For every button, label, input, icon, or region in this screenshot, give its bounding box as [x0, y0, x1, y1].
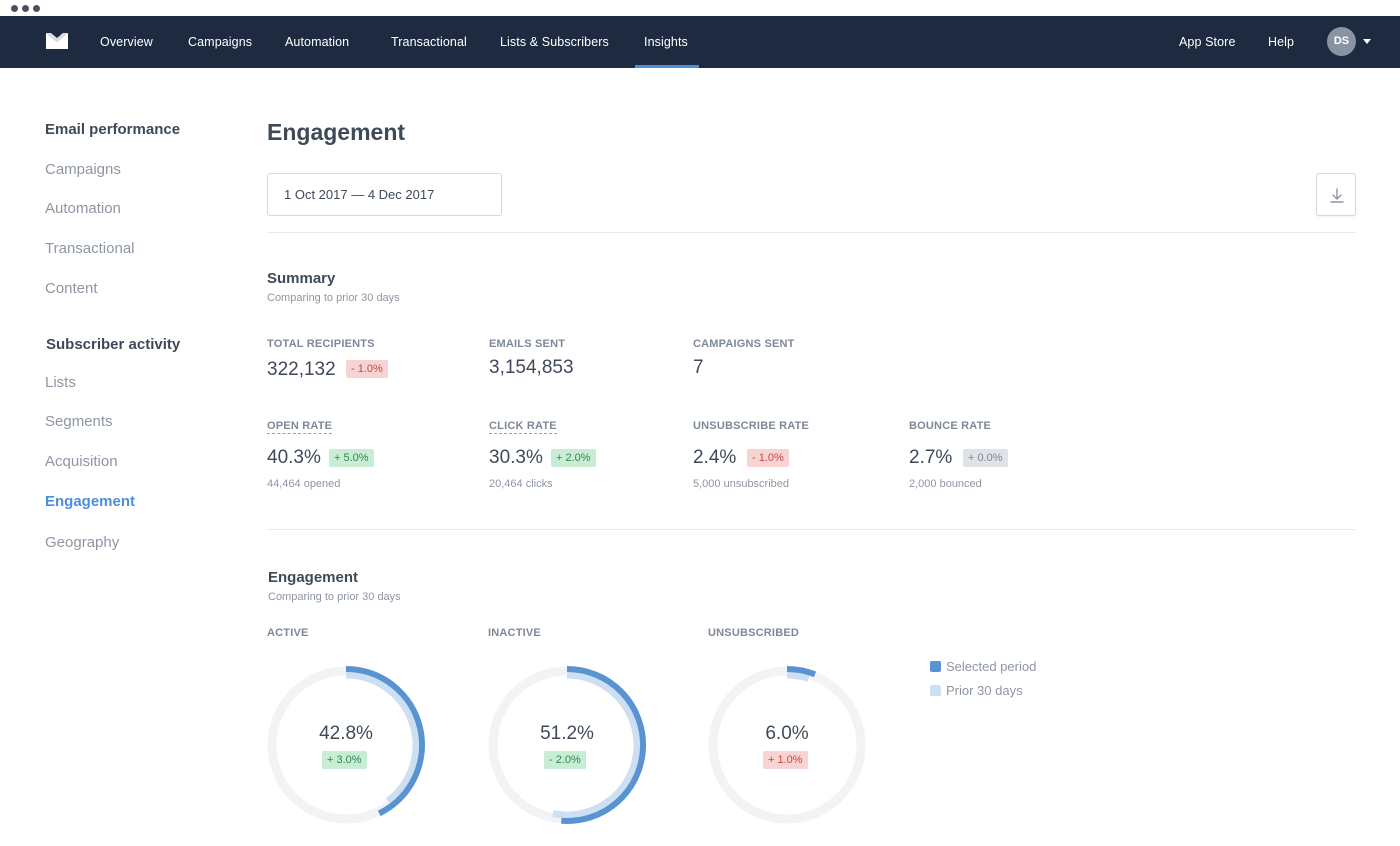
summary-title: Summary	[267, 270, 336, 287]
status-badge: + 1.0%	[763, 751, 808, 769]
donut-arc-prior	[552, 671, 641, 819]
nav-transactional[interactable]: Transactional	[391, 35, 467, 49]
donut-value-inactive: 51.2%	[540, 723, 594, 744]
metric-value-bounce-rate: 2.7%	[909, 447, 953, 468]
metric-value-campaigns-sent: 7	[693, 357, 704, 378]
summary-subtitle: Comparing to prior 30 days	[267, 292, 400, 304]
status-badge: + 0.0%	[963, 449, 1008, 467]
header-divider	[267, 232, 1356, 233]
metric-label-unsubscribe-rate: UNSUBSCRIBE RATE	[693, 420, 810, 432]
top-navigation: Overview Campaigns Automation Transactio…	[0, 16, 1400, 68]
metric-label-click-rate[interactable]: CLICK RATE	[489, 420, 557, 434]
metric-label-campaigns-sent: CAMPAIGNS SENT	[693, 338, 795, 350]
page-title: Engagement	[267, 119, 406, 145]
donut-chart-unsubscribed	[708, 666, 866, 824]
sidebar-item-acquisition[interactable]: Acquisition	[45, 453, 118, 470]
donut-value-unsubscribed: 6.0%	[765, 723, 809, 744]
donut-arc-prior	[345, 671, 420, 804]
status-badge: - 1.0%	[346, 360, 388, 378]
sidebar-item-transactional[interactable]: Transactional	[45, 240, 135, 257]
nav-insights[interactable]: Insights	[644, 35, 688, 49]
donut-chart-inactive	[488, 666, 647, 824]
sidebar-item-geography[interactable]: Geography	[45, 534, 120, 551]
status-badge: - 2.0%	[544, 751, 586, 769]
metric-sub-bounce-rate: 2,000 bounced	[909, 478, 982, 490]
avatar[interactable]: DS	[1327, 27, 1356, 56]
legend-label: Selected period	[946, 659, 1037, 674]
sidebar-heading-email-performance: Email performance	[45, 121, 181, 138]
metric-sub-click-rate: 20,464 clicks	[489, 478, 553, 490]
nav-overview[interactable]: Overview	[100, 35, 153, 49]
window-dot-icon	[33, 5, 40, 12]
donut-arc-selected	[345, 666, 425, 817]
donut-label-active: ACTIVE	[267, 627, 309, 639]
mail-logo-icon[interactable]	[46, 33, 68, 49]
engagement-subtitle: Comparing to prior 30 days	[268, 591, 401, 603]
metric-label-emails-sent: EMAILS SENT	[489, 338, 566, 350]
sidebar-item-segments[interactable]: Segments	[45, 413, 113, 430]
status-badge: + 2.0%	[551, 449, 596, 467]
legend-prior-30-days: Prior 30 days	[930, 683, 1023, 698]
sidebar-item-content[interactable]: Content	[45, 280, 98, 297]
nav-campaigns[interactable]: Campaigns	[188, 35, 253, 49]
nav-active-indicator	[635, 65, 699, 68]
legend-selected-period: Selected period	[930, 659, 1036, 674]
window-chrome	[0, 0, 1400, 16]
metric-label-total-recipients: TOTAL RECIPIENTS	[267, 338, 375, 350]
donut-label-inactive: INACTIVE	[488, 627, 541, 639]
sidebar-item-lists[interactable]: Lists	[45, 374, 76, 391]
metric-value-total-recipients: 322,132	[267, 359, 336, 380]
legend-swatch-selected	[930, 661, 941, 672]
summary-divider	[267, 529, 1356, 530]
nav-app-store[interactable]: App Store	[1179, 35, 1236, 49]
donut-chart-active	[267, 666, 425, 824]
engagement-title: Engagement	[268, 569, 359, 586]
download-icon	[1330, 188, 1344, 203]
legend-label: Prior 30 days	[946, 683, 1023, 698]
window-dot-icon	[22, 5, 29, 12]
metric-value-open-rate: 40.3%	[267, 447, 321, 468]
caret-down-icon[interactable]	[1363, 39, 1371, 44]
metric-value-unsubscribe-rate: 2.4%	[693, 447, 737, 468]
sidebar-item-campaigns[interactable]: Campaigns	[45, 161, 121, 178]
nav-lists-subscribers[interactable]: Lists & Subscribers	[500, 35, 609, 49]
sidebar-item-engagement[interactable]: Engagement	[45, 493, 136, 510]
donut-value-active: 42.8%	[319, 723, 373, 744]
download-button[interactable]	[1316, 173, 1356, 216]
status-badge: + 5.0%	[329, 449, 374, 467]
window-dot-icon	[11, 5, 18, 12]
nav-help[interactable]: Help	[1268, 35, 1295, 49]
metric-label-bounce-rate: BOUNCE RATE	[909, 420, 992, 432]
legend-swatch-prior	[930, 685, 941, 696]
metric-label-open-rate[interactable]: OPEN RATE	[267, 420, 333, 434]
donut-arc-prior	[786, 671, 810, 682]
nav-automation[interactable]: Automation	[285, 35, 350, 49]
sidebar-item-automation[interactable]: Automation	[45, 200, 121, 217]
metric-sub-unsubscribe-rate: 5,000 unsubscribed	[693, 478, 790, 490]
status-badge: + 3.0%	[322, 751, 367, 769]
date-range-picker[interactable]: 1 Oct 2017 — 4 Dec 2017	[267, 173, 502, 216]
metric-value-emails-sent: 3,154,853	[489, 357, 574, 378]
metric-sub-open-rate: 44,464 opened	[267, 478, 341, 490]
metric-value-click-rate: 30.3%	[489, 447, 543, 468]
donut-arc-selected	[786, 666, 817, 678]
sidebar-heading-subscriber-activity: Subscriber activity	[46, 336, 181, 353]
donut-label-unsubscribed: UNSUBSCRIBED	[708, 627, 800, 639]
donut-track	[708, 666, 866, 824]
status-badge: - 1.0%	[747, 449, 789, 467]
donut-arc-selected	[561, 666, 647, 824]
